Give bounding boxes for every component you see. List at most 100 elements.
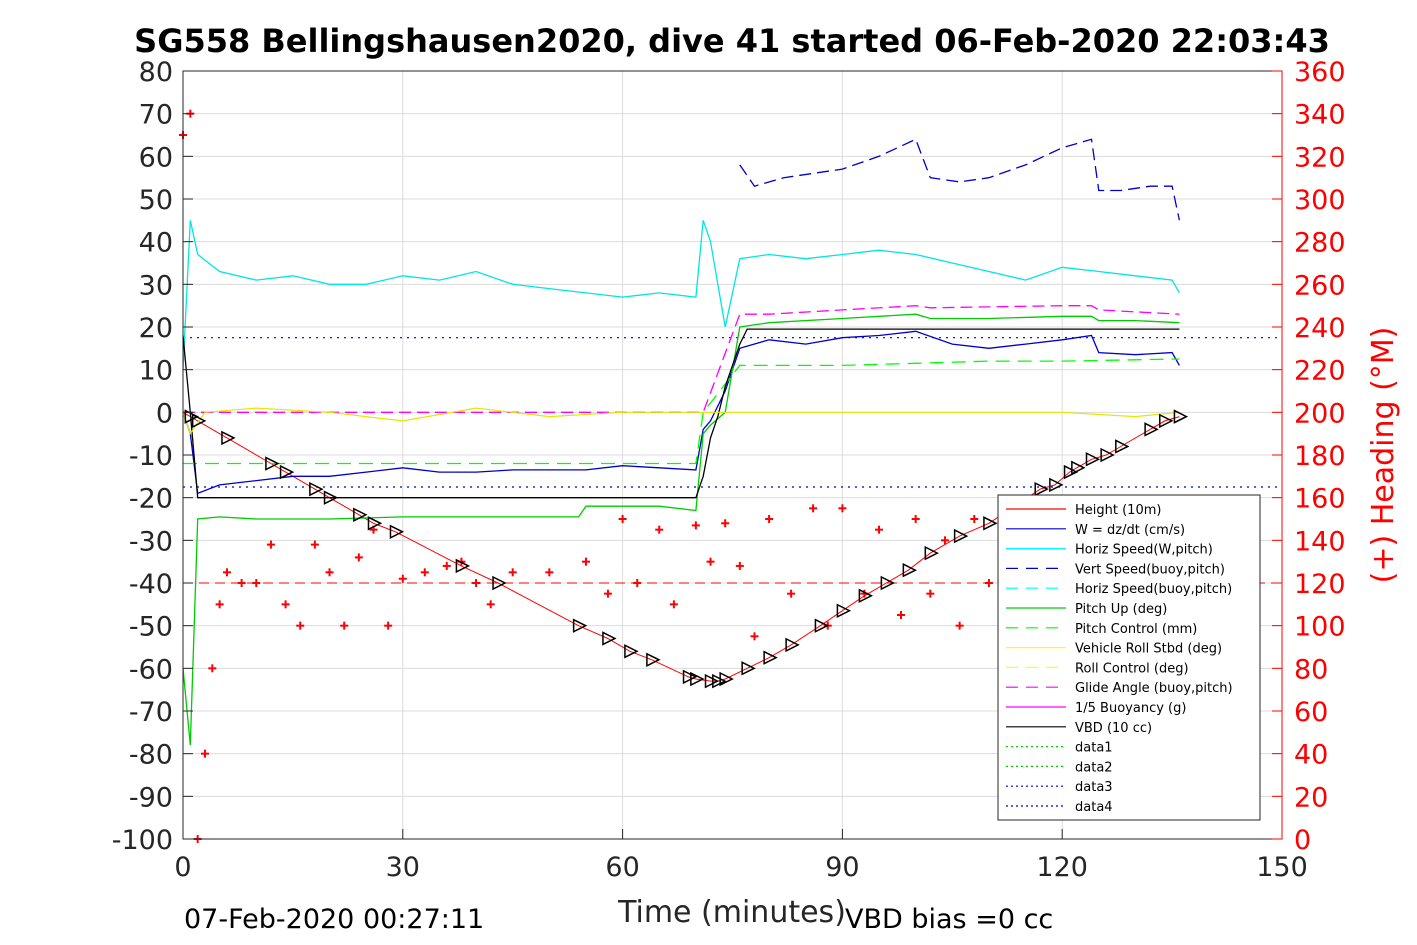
triangle-marker	[646, 652, 661, 668]
legend-label: Pitch Control (mm)	[1075, 622, 1197, 637]
y2-tick-label: 160	[1294, 484, 1346, 515]
heading-marker	[750, 632, 759, 641]
series-w-dz-dt-cm-s	[182, 330, 1180, 495]
triangle-marker	[741, 661, 756, 676]
legend-label: Horiz Speed(W,pitch)	[1075, 543, 1213, 558]
heading-marker	[208, 664, 217, 673]
y2-tick-label: 340	[1294, 100, 1346, 131]
y-tick-label: 10	[139, 356, 173, 387]
heading-marker	[508, 568, 517, 577]
legend-label: VBD (10 cc)	[1075, 721, 1152, 736]
y-tick-label: -10	[129, 441, 173, 472]
y2-tick-label: 80	[1294, 654, 1328, 685]
triangle-marker	[924, 545, 939, 561]
heading-marker	[222, 568, 231, 577]
y2-tick-label: 100	[1294, 612, 1346, 643]
heading-marker	[706, 557, 715, 566]
triangle-marker	[719, 671, 734, 687]
triangle-marker	[763, 650, 778, 665]
y-tick-label: -90	[129, 782, 173, 813]
triangle-marker	[1100, 447, 1115, 463]
series-vbd-10-cc	[182, 328, 1180, 499]
y2-tick-label: 320	[1294, 142, 1346, 173]
triangle-marker	[880, 575, 896, 591]
triangle-marker	[221, 430, 236, 446]
legend-label: Vert Speed(buoy,pitch)	[1075, 562, 1225, 577]
heading-marker	[420, 568, 429, 577]
heading-marker	[691, 521, 700, 530]
triangle-marker	[1049, 477, 1064, 493]
triangle-marker	[572, 618, 588, 633]
heading-marker	[252, 579, 261, 587]
triangle-marker	[953, 528, 969, 544]
triangle-marker	[184, 409, 200, 424]
legend-label: data3	[1075, 780, 1113, 795]
y2-tick-label: 60	[1294, 697, 1328, 728]
heading-marker	[875, 525, 884, 534]
series-vert-speed-buoy-pitch	[739, 138, 1181, 221]
triangle-marker	[1063, 464, 1079, 480]
x-tick-label: 120	[1036, 852, 1088, 883]
triangle-marker	[1071, 460, 1086, 476]
x-tick-label: 30	[386, 852, 420, 883]
y-tick-label: -40	[129, 569, 173, 600]
y-tick-label: 50	[139, 185, 173, 216]
y-tick-label: 60	[139, 142, 173, 173]
footer-vbd-bias: VBD bias =0 cc	[845, 904, 1053, 935]
y-tick-label: 80	[139, 57, 173, 88]
triangle-marker	[836, 603, 852, 618]
y-tick-label: -60	[129, 654, 173, 685]
legend-label: data1	[1075, 741, 1113, 756]
x-axis-label: Time (minutes)	[617, 895, 846, 930]
legend-label: data2	[1075, 760, 1113, 775]
triangle-marker	[492, 575, 507, 591]
y2-tick-label: 300	[1294, 185, 1346, 216]
triangle-marker	[624, 644, 639, 659]
triangle-marker	[704, 673, 720, 689]
triangle-marker	[323, 490, 339, 505]
y-axis-right: 3603403203002802602402202001801601401201…	[1272, 57, 1346, 856]
heading-marker	[354, 553, 363, 562]
y-tick-label: 0	[156, 398, 173, 429]
triangle-marker	[455, 558, 471, 574]
y2-tick-label: 40	[1294, 740, 1328, 771]
heading-marker	[215, 600, 224, 609]
heading-marker	[340, 621, 349, 630]
y2-tick-label: 260	[1294, 270, 1346, 301]
triangle-marker	[902, 562, 918, 578]
triangle-marker	[191, 413, 207, 429]
series-pitch-control-mm	[183, 358, 1180, 465]
y-tick-label: -100	[112, 825, 173, 856]
y2-tick-label: 180	[1294, 441, 1346, 472]
triangle-marker	[1115, 439, 1130, 454]
series-horiz-speed-w-pitch	[182, 220, 1180, 370]
triangle-marker	[1034, 481, 1049, 497]
triangle-marker	[1173, 409, 1189, 424]
legend-label: Horiz Speed(buoy,pitch)	[1075, 582, 1232, 597]
legend-label: 1/5 Buoyancy (g)	[1075, 701, 1186, 716]
y2-tick-label: 240	[1294, 313, 1346, 344]
y2-tick-label: 140	[1294, 526, 1346, 557]
x-tick-label: 90	[825, 852, 859, 883]
heading-marker	[940, 536, 949, 545]
triangle-marker	[265, 456, 280, 471]
y2-tick-label: 120	[1294, 569, 1346, 600]
triangle-marker	[983, 516, 998, 531]
heading-marker	[633, 579, 642, 587]
footer-timestamp: 07-Feb-2020 00:27:11	[184, 904, 484, 935]
legend-label: Height (10m)	[1075, 503, 1161, 518]
y-tick-label: 30	[139, 270, 173, 301]
heading-marker	[970, 515, 979, 523]
series-layer	[182, 138, 1282, 746]
triangle-marker	[353, 507, 368, 522]
heading-marker	[838, 504, 847, 513]
y2-tick-label: 0	[1294, 825, 1311, 856]
heading-marker	[266, 540, 275, 549]
y-tick-label: -30	[129, 526, 173, 557]
heading-marker	[486, 600, 495, 609]
triangle-marker	[367, 516, 383, 531]
legend-label: Roll Control (deg)	[1075, 661, 1189, 676]
heading-marker	[897, 611, 906, 619]
y-tick-label: -70	[129, 697, 173, 728]
heading-marker	[237, 579, 246, 587]
